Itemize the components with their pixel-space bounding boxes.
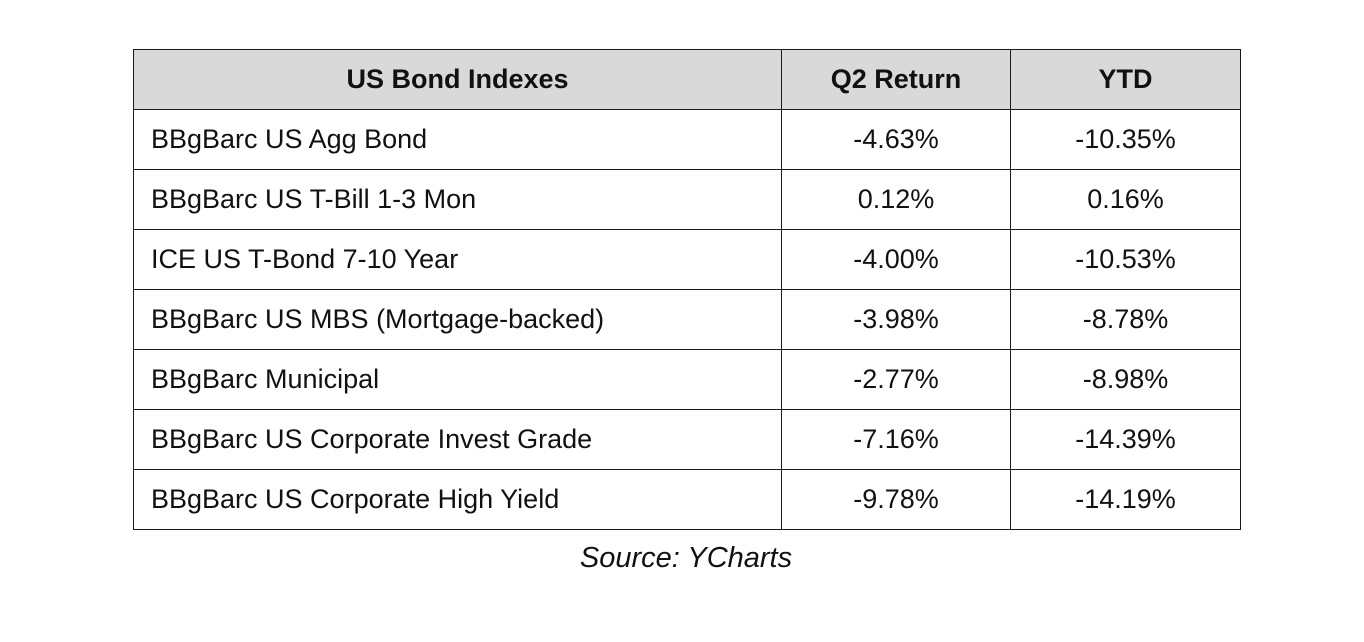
index-name-cell: BBgBarc Municipal	[133, 349, 782, 410]
bond-index-table: US Bond Indexes Q2 Return YTD BBgBarc US…	[133, 49, 1241, 530]
q2-return-cell: -9.78%	[781, 469, 1011, 530]
ytd-cell: 0.16%	[1010, 169, 1241, 230]
index-name-cell: BBgBarc US MBS (Mortgage-backed)	[133, 289, 782, 350]
index-name-cell: BBgBarc US Corporate High Yield	[133, 469, 782, 530]
source-caption: Source: YCharts	[579, 542, 793, 574]
ytd-cell: -14.19%	[1010, 469, 1241, 530]
index-name-cell: BBgBarc US Agg Bond	[133, 109, 782, 170]
q2-return-cell: -7.16%	[781, 409, 1011, 470]
q2-return-cell: -2.77%	[781, 349, 1011, 410]
index-name-cell: ICE US T-Bond 7-10 Year	[133, 229, 782, 290]
table-header-row: US Bond Indexes Q2 Return YTD	[133, 49, 1241, 110]
ytd-cell: -8.78%	[1010, 289, 1241, 350]
table-row: ICE US T-Bond 7-10 Year -4.00% -10.53%	[133, 229, 1241, 290]
index-name-cell: BBgBarc US T-Bill 1-3 Mon	[133, 169, 782, 230]
column-header-ytd: YTD	[1010, 49, 1241, 110]
column-header-q2-return: Q2 Return	[781, 49, 1011, 110]
q2-return-cell: -4.00%	[781, 229, 1011, 290]
table-row: BBgBarc US T-Bill 1-3 Mon 0.12% 0.16%	[133, 169, 1241, 230]
table-row: BBgBarc US Corporate High Yield -9.78% -…	[133, 469, 1241, 530]
q2-return-cell: -4.63%	[781, 109, 1011, 170]
q2-return-cell: -3.98%	[781, 289, 1011, 350]
bond-index-table-container: US Bond Indexes Q2 Return YTD BBgBarc US…	[133, 49, 1241, 530]
table-row: BBgBarc Municipal -2.77% -8.98%	[133, 349, 1241, 410]
ytd-cell: -10.35%	[1010, 109, 1241, 170]
table-row: BBgBarc US Corporate Invest Grade -7.16%…	[133, 409, 1241, 470]
table-row: BBgBarc US MBS (Mortgage-backed) -3.98% …	[133, 289, 1241, 350]
index-name-cell: BBgBarc US Corporate Invest Grade	[133, 409, 782, 470]
q2-return-cell: 0.12%	[781, 169, 1011, 230]
column-header-index: US Bond Indexes	[133, 49, 782, 110]
ytd-cell: -14.39%	[1010, 409, 1241, 470]
ytd-cell: -8.98%	[1010, 349, 1241, 410]
ytd-cell: -10.53%	[1010, 229, 1241, 290]
table-row: BBgBarc US Agg Bond -4.63% -10.35%	[133, 109, 1241, 170]
